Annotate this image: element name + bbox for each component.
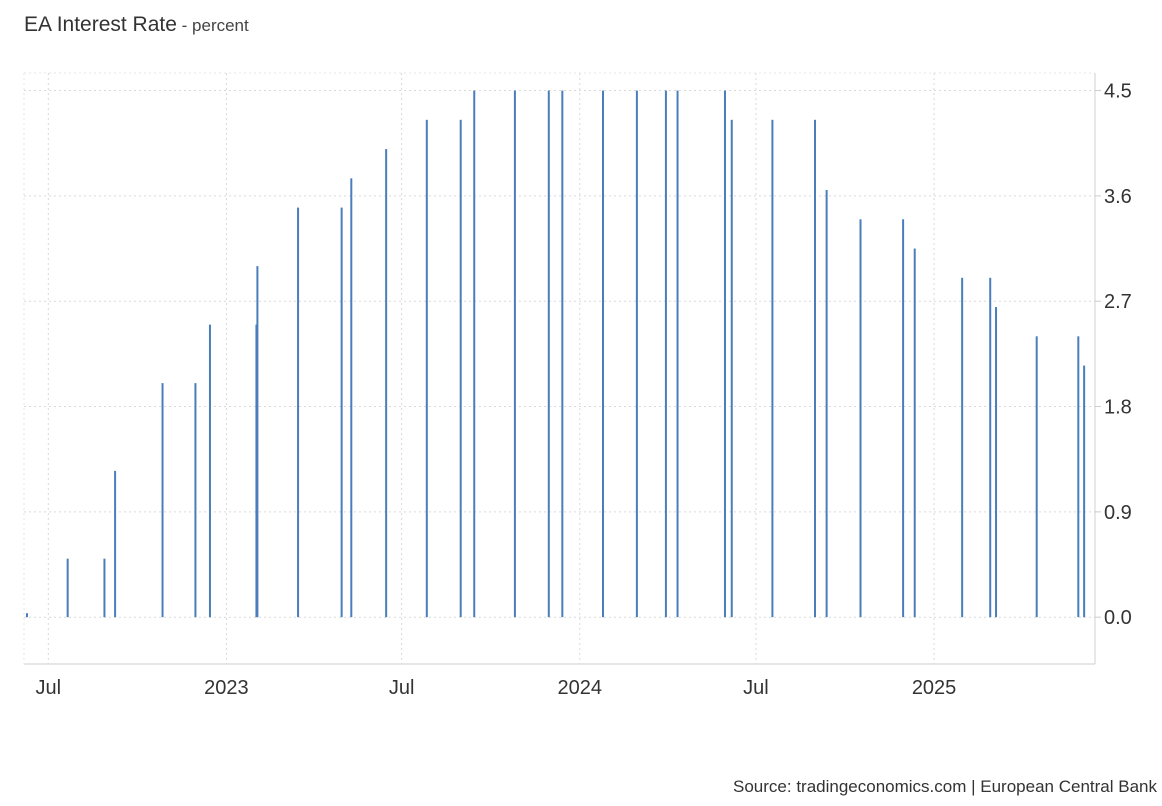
bar xyxy=(103,558,106,618)
bar xyxy=(825,190,828,618)
x-tick-label: 2024 xyxy=(558,677,603,699)
bar xyxy=(473,90,476,618)
bar xyxy=(1083,365,1086,618)
bar xyxy=(730,119,733,618)
bar xyxy=(513,90,516,618)
x-tick-label: 2025 xyxy=(912,677,957,699)
bar xyxy=(814,119,817,618)
chart-title: EA Interest Rate - percent xyxy=(24,13,249,37)
bar xyxy=(635,90,638,618)
bar xyxy=(26,613,28,618)
grid-lines xyxy=(23,72,1096,665)
x-tick-label: 2023 xyxy=(204,677,249,699)
y-tick-label: 0.0 xyxy=(1104,607,1132,629)
bar xyxy=(1035,336,1038,618)
bar xyxy=(961,277,964,618)
bar xyxy=(902,219,905,618)
x-tick-label: Jul xyxy=(36,677,62,699)
chart-subtitle-text: percent xyxy=(192,16,249,35)
bar xyxy=(676,90,679,618)
bar xyxy=(859,219,862,618)
x-tick-label: Jul xyxy=(389,677,415,699)
interest-rate-chart: 0.0 0.9 1.8 2.7 3.6 4.5 Jul 2023 Jul 2024 Jul 2025 xyxy=(23,72,1132,699)
bar xyxy=(194,383,197,618)
bar xyxy=(161,383,164,618)
bar xyxy=(1077,336,1080,618)
source-note: Source: tradingeconomics.com | European … xyxy=(733,777,1157,796)
bar xyxy=(208,324,211,618)
bar xyxy=(340,207,343,618)
bar xyxy=(664,90,667,618)
chart-title-text: EA Interest Rate xyxy=(24,13,177,36)
bar xyxy=(114,470,117,618)
bar xyxy=(561,90,564,618)
x-axis: Jul 2023 Jul 2024 Jul 2025 xyxy=(36,677,957,699)
y-axis: 0.0 0.9 1.8 2.7 3.6 4.5 xyxy=(1095,81,1132,629)
bar xyxy=(66,558,69,618)
bar xyxy=(601,90,604,618)
y-tick-label: 3.6 xyxy=(1104,186,1132,208)
bar xyxy=(723,90,726,618)
bar xyxy=(989,277,992,618)
bar xyxy=(297,207,300,618)
bar xyxy=(995,307,998,618)
y-tick-label: 4.5 xyxy=(1104,81,1132,103)
bar-series xyxy=(26,90,1086,618)
y-tick-label: 1.8 xyxy=(1104,397,1132,419)
x-tick-label: Jul xyxy=(743,677,769,699)
bar xyxy=(256,266,259,618)
bar xyxy=(350,178,353,618)
bar xyxy=(459,119,462,618)
chart-subtitle: - percent xyxy=(176,16,249,35)
y-tick-label: 2.7 xyxy=(1104,291,1132,313)
y-tick-label: 0.9 xyxy=(1104,502,1132,524)
bar xyxy=(385,149,388,618)
bar xyxy=(547,90,550,618)
bar xyxy=(425,119,428,618)
bar xyxy=(913,248,916,618)
bar xyxy=(771,119,774,618)
